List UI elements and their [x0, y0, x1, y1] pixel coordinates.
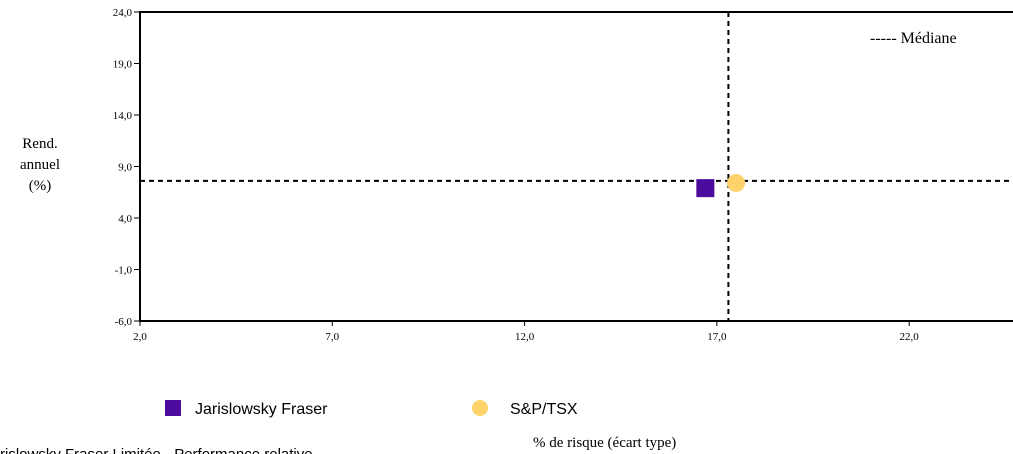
- footer-text: rislowsky Fraser Limitée - Performance r…: [0, 446, 313, 454]
- y-axis-label-line: (%): [29, 178, 52, 194]
- y-tick-label: 4,0: [118, 213, 132, 225]
- x-tick-label: 22,0: [900, 331, 920, 343]
- legend: Jarislowsky Fraser S&P/TSX: [165, 400, 578, 418]
- y-axis-label-line: Rend.: [22, 136, 57, 152]
- data-points: [696, 173, 746, 198]
- y-tick-label: -6,0: [115, 316, 133, 328]
- x-axis-ticks: 2,0 7,0 12,0 17,0 22,0: [133, 321, 919, 343]
- point-sp-tsx: [727, 173, 746, 192]
- y-tick-label: 14,0: [113, 110, 133, 122]
- plot-border: [139, 11, 1013, 322]
- x-axis-label: % de risque (écart type): [533, 435, 676, 451]
- legend-marker-jarislowsky-fraser: [165, 400, 181, 416]
- y-axis-label-line: annuel: [20, 157, 60, 173]
- plot-area: [139, 11, 1013, 322]
- y-tick-label: -1,0: [115, 265, 133, 277]
- x-tick-label: 7,0: [325, 331, 339, 343]
- legend-label: S&P/TSX: [510, 401, 578, 418]
- x-tick-label: 12,0: [515, 331, 535, 343]
- x-tick-label: 17,0: [707, 331, 727, 343]
- y-tick-label: 24,0: [113, 7, 133, 19]
- y-axis-label: Rend. annuel (%): [20, 136, 60, 194]
- legend-label: Jarislowsky Fraser: [195, 401, 328, 418]
- median-legend-label: ----- Médiane: [870, 30, 957, 47]
- point-jarislowsky-fraser: [696, 179, 715, 198]
- y-tick-label: 19,0: [113, 59, 133, 71]
- x-tick-label: 2,0: [133, 331, 147, 343]
- median-lines: [140, 12, 1013, 321]
- y-tick-label: 9,0: [118, 162, 132, 174]
- y-axis-ticks: -6,0 -1,0 4,0 9,0 14,0 19,0 24,0: [113, 7, 140, 328]
- legend-marker-sp-tsx: [472, 400, 488, 416]
